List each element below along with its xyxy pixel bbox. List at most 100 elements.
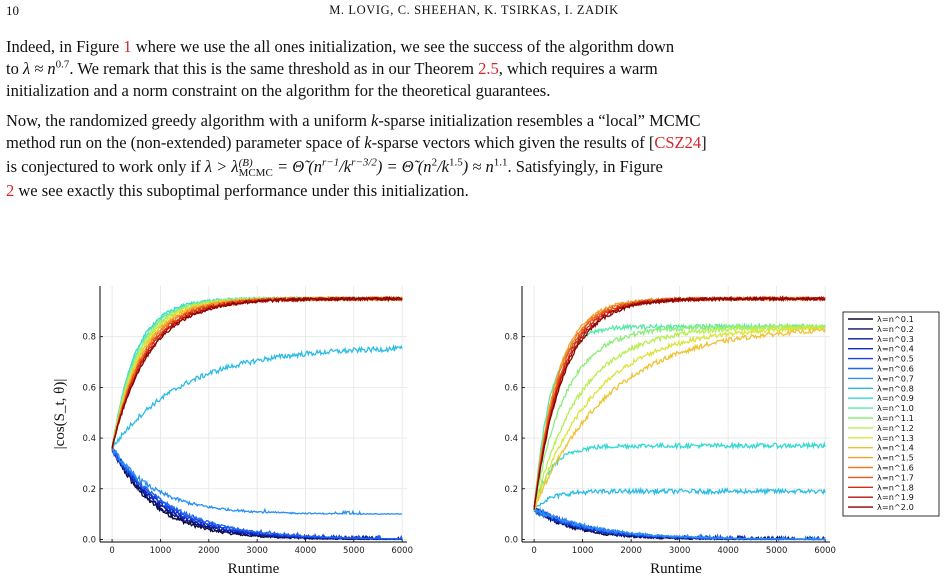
series-line-λ=n^0.9 bbox=[533, 440, 826, 509]
paragraph-2: Now, the randomized greedy algorithm wit… bbox=[6, 110, 942, 202]
series-line-λ=n^0.8 bbox=[111, 343, 403, 450]
y-tick-label: 0.0 bbox=[82, 535, 96, 545]
citation-ref-link[interactable]: CSZ24 bbox=[654, 133, 702, 152]
series-line-λ=n^2.0 bbox=[111, 295, 403, 449]
paragraph-1: Indeed, in Figure 1 where we use the all… bbox=[6, 36, 942, 102]
paragraph-1-line-2: to λ ≈ n0.7. We remark that this is the … bbox=[6, 58, 942, 80]
series-line-λ=n^1.2 bbox=[533, 323, 826, 508]
x-tick-label: 1000 bbox=[572, 546, 594, 556]
x-tick-label: 4000 bbox=[295, 546, 317, 556]
exponent: 1.5 bbox=[448, 156, 463, 169]
series-line-λ=n^0.8 bbox=[533, 486, 826, 512]
exponent: 1.1 bbox=[493, 156, 508, 169]
text-run: where we use the all ones initialization… bbox=[131, 37, 675, 56]
legend-box bbox=[842, 311, 940, 517]
legend-label: λ=n^0.8 bbox=[877, 383, 914, 393]
math-run: /k bbox=[437, 157, 449, 176]
y-tick-label: 0.4 bbox=[504, 434, 518, 444]
legend-label: λ=n^1.8 bbox=[877, 482, 914, 492]
chart-right: 0 1000 2000 3000 4000 5000 6000 0.0 0.2 0.4 0.6 0.8… bbox=[504, 286, 836, 577]
legend-label: λ=n^1.7 bbox=[877, 472, 914, 482]
y-tick-label: 0.6 bbox=[504, 383, 518, 393]
paragraph-2-line-3: is conjectured to work only if λ > λ (B) M… bbox=[6, 154, 942, 180]
x-tick-label: 3000 bbox=[669, 546, 691, 556]
exponent: r−3/2 bbox=[351, 156, 377, 169]
legend-label: λ=n^1.2 bbox=[877, 423, 914, 433]
y-axis-title: |cos(S_t, θ)| bbox=[52, 379, 68, 450]
text-run: -sparse vectors which given the results … bbox=[371, 133, 655, 152]
y-tick-label: 0.6 bbox=[82, 383, 96, 393]
series-line-λ=n^1.3 bbox=[533, 324, 826, 509]
y-tick-label: 0.0 bbox=[504, 535, 518, 545]
paragraph-2-line-1: Now, the randomized greedy algorithm wit… bbox=[6, 110, 942, 132]
x-tick-label: 2000 bbox=[620, 546, 642, 556]
x-tick-label: 0 bbox=[109, 546, 114, 556]
theorem-ref-link[interactable]: 2.5 bbox=[478, 59, 499, 78]
k-math: k bbox=[364, 133, 372, 152]
legend-label: λ=n^1.9 bbox=[877, 492, 914, 502]
text-run: method run on the (non-extended) paramet… bbox=[6, 133, 365, 152]
legend-label: λ=n^1.4 bbox=[877, 443, 914, 453]
text-run: . Satisfyingly, in Figure bbox=[507, 157, 663, 176]
legend-label: λ=n^1.5 bbox=[877, 453, 914, 463]
x-tick-label: 0 bbox=[531, 546, 536, 556]
paragraph-1-line-1: Indeed, in Figure 1 where we use the all… bbox=[6, 36, 942, 58]
paragraph-2-line-2: method run on the (non-extended) paramet… bbox=[6, 132, 942, 154]
exponent: r−1 bbox=[321, 156, 340, 169]
y-tick-label: 0.2 bbox=[504, 485, 518, 495]
text-run: Now, the randomized greedy algorithm wit… bbox=[6, 111, 372, 130]
paragraph-1-line-3: initialization and a norm constraint on … bbox=[6, 81, 551, 100]
math-run: ) ≈ n bbox=[462, 157, 494, 176]
lambda-threshold-math: λ ≈ n bbox=[22, 59, 56, 78]
text-run: is conjectured to work only if bbox=[6, 157, 205, 176]
x-tick-label: 5000 bbox=[343, 546, 365, 556]
legend-label: λ=n^2.0 bbox=[877, 502, 914, 512]
mcmc-script: (B) MCMC bbox=[238, 157, 273, 180]
text-run: . We remark that this is the same thresh… bbox=[69, 59, 479, 78]
x-tick-label: 6000 bbox=[391, 546, 413, 556]
x-tick-label: 6000 bbox=[814, 546, 836, 556]
header-authors: M. LOVIG, C. SHEEHAN, K. TSIRKAS, I. ZAD… bbox=[329, 3, 619, 17]
subscript-mcmc: MCMC bbox=[238, 167, 273, 180]
legend-label: λ=n^1.0 bbox=[877, 403, 914, 413]
legend-label: λ=n^1.3 bbox=[877, 433, 914, 443]
theta-math: = Θ̃ (n bbox=[272, 157, 322, 176]
legend-label: λ=n^0.3 bbox=[877, 334, 914, 344]
math-run: /k bbox=[339, 157, 352, 176]
lambda-math: λ > λ bbox=[204, 157, 239, 176]
legend-label: λ=n^1.6 bbox=[877, 463, 914, 473]
chart-left: 0 1000 2000 3000 4000 5000 6000 0.0 0.2 0.4 0.6 0.8… bbox=[52, 286, 413, 577]
y-tick-label: 0.2 bbox=[82, 485, 96, 495]
text-run: , which requires a warm bbox=[498, 59, 658, 78]
legend-label: λ=n^0.5 bbox=[877, 354, 914, 364]
text-run: -sparse initialization resembles a “loca… bbox=[378, 111, 701, 130]
k-math: k bbox=[371, 111, 379, 130]
figure-2-ref-link[interactable]: 2 bbox=[6, 181, 15, 200]
x-axis-title: Runtime bbox=[228, 561, 280, 577]
series-line-λ=n^1.4 bbox=[533, 327, 826, 511]
legend-label: λ=n^0.6 bbox=[877, 364, 914, 374]
legend-label: λ=n^0.2 bbox=[877, 324, 914, 334]
y-tick-label: 0.4 bbox=[82, 434, 96, 444]
y-tick-label: 0.8 bbox=[82, 333, 96, 343]
y-tick-label: 0.8 bbox=[504, 333, 518, 343]
superscript-b: (B) bbox=[238, 157, 253, 170]
exponent: 2 bbox=[431, 156, 438, 169]
legend-label: λ=n^0.1 bbox=[877, 314, 914, 324]
series-line-λ=n^1.9 bbox=[111, 296, 403, 449]
series-line-λ=n^0.7 bbox=[533, 506, 826, 541]
legend-label: λ=n^0.7 bbox=[877, 373, 914, 383]
text-run: Indeed, in Figure bbox=[6, 37, 124, 56]
page-number: 10 bbox=[6, 3, 19, 18]
figure: 0 1000 2000 3000 4000 5000 6000 0.0 0.2 0.4 0.6 0.8… bbox=[52, 286, 940, 577]
paragraph-2-line-4: 2 we see exactly this suboptimal perform… bbox=[6, 180, 942, 202]
series-line-λ=n^1.1 bbox=[533, 322, 826, 510]
x-tick-label: 5000 bbox=[766, 546, 788, 556]
legend-label: λ=n^0.9 bbox=[877, 393, 914, 403]
figure-1-ref-link[interactable]: 1 bbox=[123, 37, 132, 56]
running-header: 10 M. LOVIG, C. SHEEHAN, K. TSIRKAS, I. … bbox=[0, 0, 948, 24]
x-axis-title: Runtime bbox=[650, 561, 702, 577]
series-line-λ=n^2.0 bbox=[533, 295, 826, 510]
x-tick-label: 2000 bbox=[198, 546, 220, 556]
series-line-λ=n^0.7 bbox=[111, 446, 403, 516]
